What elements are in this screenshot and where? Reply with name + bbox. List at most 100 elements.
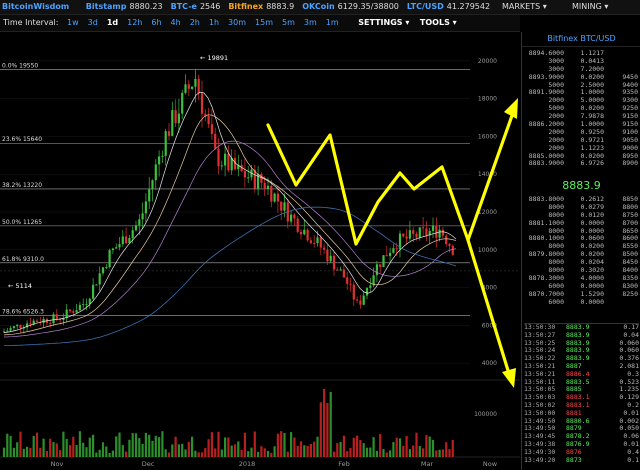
orderbook-row[interactable]: 2000 5.0000 9300 (524, 96, 639, 105)
orderbook-row[interactable]: 8883.9000 6.9726 8900 (524, 160, 639, 168)
candle-body (293, 214, 296, 219)
orderbook-row[interactable]: 8878.3000 4.0000 8350 (524, 274, 639, 283)
candle-body (26, 323, 29, 328)
order-total: 9300 (622, 96, 638, 105)
orderbook-row[interactable]: 8000 0.0279 8800 (524, 203, 639, 212)
orderbook-row[interactable]: 8000 0.0120 8750 (524, 211, 639, 220)
volume-bar (98, 449, 101, 457)
candle-body (296, 218, 299, 232)
candle-body (270, 185, 273, 202)
orderbook-row[interactable]: 2000 0.9250 9100 (524, 128, 639, 137)
volume-bar (253, 431, 256, 457)
fib-label: 23.6% 15640 (2, 136, 42, 143)
trade-amount: 0.04 (623, 330, 639, 339)
candle-body (392, 248, 395, 253)
volume-bar (385, 452, 388, 457)
interval-tab-15m[interactable]: 15m (255, 18, 274, 27)
orderbook-row[interactable]: 8881.1000 0.0000 8700 (524, 219, 639, 228)
trade-amount: 0.060 (619, 346, 639, 355)
order-amount: 2.5000 (580, 80, 604, 89)
trade-price: 8878.2 (566, 432, 590, 441)
orderbook-row[interactable]: 8000 0.3020 8400 (524, 266, 639, 275)
candle-body (134, 225, 138, 231)
x-tick-label: Nov (51, 460, 64, 468)
interval-tab-1w[interactable]: 1w (67, 18, 79, 27)
volume-bar (125, 451, 128, 457)
candle-body (227, 153, 230, 171)
mining-menu[interactable]: MINING ▾ (572, 2, 609, 11)
y-tick-label: 14000 (478, 171, 497, 178)
candle-body (59, 318, 62, 321)
volume-bar (105, 446, 108, 457)
orderbook-row[interactable]: 6000 0.0000 (524, 298, 639, 307)
brand-logo[interactable]: BitcoinWisdom (2, 2, 70, 11)
order-total: 9250 (622, 104, 638, 113)
volume-bar (243, 432, 246, 457)
interval-tab-3m[interactable]: 3m (303, 18, 317, 27)
order-total: 9450 (622, 72, 638, 81)
market-name[interactable]: OKCoin (302, 2, 335, 11)
order-total: 8600 (622, 234, 638, 243)
market-list: Bitstamp 8880.23 BTC-e 2546 Bitfinex 8883.9 OK… (78, 0, 490, 14)
y-tick-label: 12000 (478, 209, 497, 216)
interval-tab-1h[interactable]: 1h (208, 18, 220, 27)
interval-tab-5m[interactable]: 5m (282, 18, 295, 27)
trade-price: 8873 (566, 455, 582, 464)
markets-menu[interactable]: MARKETS ▾ (502, 2, 547, 11)
interval-tab-1m[interactable]: 1m (325, 18, 339, 27)
orderbook-row[interactable]: 8000 0.0200 8550 (524, 242, 639, 251)
interval-tab-12h[interactable]: 12h (127, 18, 143, 27)
orderbook-row[interactable]: 3000 0.0413 (524, 57, 639, 66)
orderbook-row[interactable]: 8883.8000 0.2612 8850 (524, 195, 639, 204)
market-name[interactable]: Bitfinex (228, 2, 264, 11)
trade-time: 13:50:21 (524, 361, 556, 370)
pattern-zigzag (266, 123, 470, 246)
settings-menu[interactable]: SETTINGS ▾ (358, 18, 410, 27)
candle-body (389, 252, 392, 257)
market-name[interactable]: Bitstamp (85, 2, 127, 11)
interval-tab-6h[interactable]: 6h (151, 18, 162, 27)
price-chart[interactable]: 20000 18000 16000 14000 12000 10000 8000 6000 40… (0, 32, 520, 470)
market-name[interactable]: BTC-e (170, 2, 197, 11)
orderbook-row[interactable]: 8879.8000 0.0200 8500 (524, 250, 639, 259)
orderbook-row[interactable]: 8870.7000 1.5290 8250 (524, 290, 639, 299)
trade-amount: 0.050 (619, 424, 639, 433)
interval-tab-3d[interactable]: 3d (87, 18, 98, 27)
orderbook-row[interactable]: 2000 7.9878 9150 (524, 112, 639, 121)
volume-bar (372, 437, 375, 457)
order-total (604, 58, 638, 66)
orderbook-row[interactable]: 5000 0.0200 9250 (524, 104, 639, 113)
market-price: 2546 (199, 2, 221, 11)
interval-tab-1d[interactable]: 1d (106, 18, 119, 27)
orderbook-row[interactable]: 8893.9000 0.0200 9450 (524, 72, 639, 82)
orderbook-row[interactable]: 8000 0.0000 8650 (524, 226, 639, 236)
interval-tab-30m[interactable]: 30m (228, 18, 247, 27)
candle-body (101, 267, 105, 274)
orderbook-row[interactable]: 8000 0.0204 8450 (524, 258, 639, 267)
y-tick-label: 4000 (482, 360, 497, 367)
trade-time: 13:49:45 (524, 432, 556, 441)
interval-tab-2h[interactable]: 2h (189, 18, 200, 27)
volume-bar (16, 442, 19, 457)
candle-body (16, 324, 19, 327)
trade-time: 13:49:30 (524, 447, 556, 456)
order-price: 8000 (548, 226, 564, 235)
orderbook-row[interactable]: 2000 1.1223 9000 (524, 144, 639, 153)
interval-tab-4h[interactable]: 4h (170, 18, 181, 27)
candle-body (319, 237, 322, 248)
orderbook-row[interactable]: 6000 0.0000 8300 (524, 282, 639, 291)
orderbook-row[interactable]: 8894.6000 1.1217 (524, 49, 639, 58)
orderbook-row[interactable]: 5000 2.5000 9400 (524, 80, 639, 90)
market-name[interactable]: LTC/USD (406, 2, 444, 11)
volume-tick-label: 100000 (474, 411, 497, 418)
orderbook-row[interactable]: 3000 7.2000 (524, 65, 639, 74)
orderbook-row[interactable]: 8885.0000 0.0200 8950 (524, 152, 639, 161)
tools-menu[interactable]: TOOLS ▾ (419, 18, 457, 27)
orderbook-row[interactable]: 8880.1000 0.0600 8600 (524, 235, 639, 243)
orderbook-row[interactable]: 8891.9000 1.0000 9350 (524, 89, 639, 97)
orderbook-row[interactable]: 2000 0.9721 9050 (524, 136, 639, 145)
candle-body (217, 148, 220, 167)
volume-bar (260, 446, 263, 457)
candle-body (237, 164, 240, 170)
orderbook-row[interactable]: 8886.2000 1.0000 9150 (524, 120, 639, 129)
